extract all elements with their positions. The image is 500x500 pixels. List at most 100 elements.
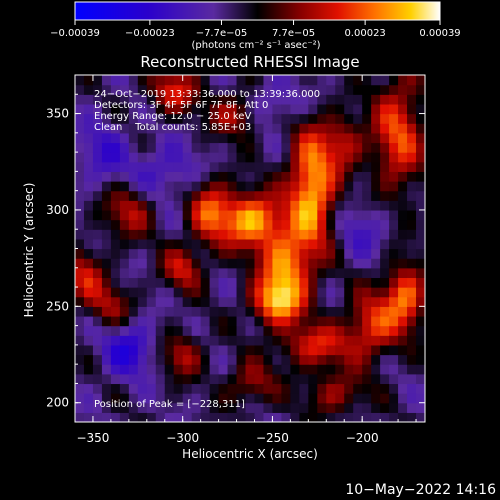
heatmap-cell: [173, 190, 184, 201]
heatmap-cell: [92, 152, 103, 163]
heatmap-cell: [254, 75, 265, 86]
heatmap-cell: [362, 181, 372, 192]
heatmap-cell: [119, 296, 130, 307]
heatmap-cell: [83, 238, 94, 250]
colorbar-tick-label: 0.00023: [344, 28, 385, 39]
heatmap-cell: [200, 412, 211, 422]
heatmap-cell: [92, 335, 103, 346]
heatmap-cell: [218, 181, 229, 192]
heatmap-cell: [326, 103, 336, 115]
heatmap-cell: [416, 344, 425, 356]
heatmap-cell: [389, 103, 399, 115]
heatmap-cell: [254, 152, 265, 163]
energy-range-annotation: Energy Range: 12.0 − 25.0 keV: [94, 111, 251, 122]
heatmap-cell: [146, 373, 157, 385]
heatmap-cell: [137, 248, 148, 259]
heatmap-cell: [75, 296, 85, 307]
heatmap-cell: [263, 248, 274, 259]
heatmap-cell: [290, 181, 300, 192]
heatmap-cell: [182, 219, 193, 230]
heatmap-cell: [182, 373, 193, 385]
heatmap-cell: [263, 152, 274, 163]
heatmap-cell: [191, 412, 202, 422]
heatmap-cell: [92, 354, 103, 365]
heatmap-cell: [398, 132, 408, 144]
heatmap-cell: [254, 306, 265, 317]
heatmap-cell: [380, 84, 390, 95]
heatmap-cell: [128, 315, 139, 327]
heatmap-cell: [407, 412, 417, 422]
heatmap-cell: [155, 373, 166, 385]
heatmap-cell: [83, 132, 94, 144]
heatmap-cell: [416, 75, 425, 86]
heatmap-cell: [119, 219, 130, 230]
heatmap-cell: [254, 277, 265, 288]
heatmap-cell: [236, 335, 247, 346]
heatmap-cell: [344, 267, 354, 279]
heatmap-cell: [101, 383, 112, 394]
heatmap-cell: [146, 171, 157, 182]
heatmap-cell: [326, 364, 336, 375]
heatmap-cell: [75, 209, 85, 221]
x-axis-label: Heliocentric X (arcsec): [182, 447, 318, 461]
heatmap-cell: [308, 335, 318, 346]
heatmap-cell: [389, 383, 399, 394]
heatmap-cell: [191, 354, 202, 365]
heatmap-cell: [344, 132, 354, 144]
heatmap-cell: [83, 402, 94, 413]
heatmap-cell: [317, 94, 327, 105]
heatmap-cell: [119, 75, 130, 86]
heatmap-cell: [227, 142, 238, 153]
heatmap-cell: [380, 171, 390, 182]
heatmap-cell: [416, 238, 425, 250]
heatmap-cell: [416, 315, 425, 327]
heatmap-cell: [218, 287, 229, 298]
heatmap-cell: [128, 344, 139, 356]
heatmap-cell: [416, 161, 425, 172]
heatmap-cell: [398, 209, 408, 221]
heatmap-cell: [317, 315, 327, 327]
heatmap-cell: [236, 209, 247, 221]
heatmap-cell: [263, 219, 274, 230]
heatmap-cell: [398, 200, 408, 211]
heatmap-cell: [137, 373, 148, 385]
heatmap-cell: [281, 277, 291, 288]
heatmap-cell: [290, 200, 300, 211]
heatmap-cell: [389, 84, 399, 95]
heatmap-cell: [371, 287, 381, 298]
heatmap-cell: [92, 412, 103, 422]
heatmap-cell: [299, 296, 309, 307]
heatmap-cell: [281, 238, 291, 250]
heatmap-cell: [191, 306, 202, 317]
heatmap-cell: [254, 142, 265, 153]
heatmap-cell: [137, 296, 148, 307]
heatmap-cell: [191, 248, 202, 259]
heatmap-cell: [227, 248, 238, 259]
heatmap-cell: [281, 94, 291, 105]
heatmap-cell: [272, 325, 283, 336]
heatmap-cell: [236, 238, 247, 250]
heatmap-cell: [326, 325, 336, 336]
heatmap-cell: [101, 287, 112, 298]
heatmap-cell: [389, 315, 399, 327]
heatmap-cell: [164, 412, 175, 422]
heatmap-cell: [236, 306, 247, 317]
heatmap-cell: [281, 267, 291, 279]
heatmap-cell: [344, 325, 354, 336]
heatmap-cell: [407, 267, 417, 279]
heatmap-cell: [119, 306, 130, 317]
heatmap-cell: [75, 200, 85, 211]
heatmap-cell: [317, 364, 327, 375]
heatmap-cell: [371, 393, 381, 404]
heatmap-cell: [398, 229, 408, 240]
colorbar-units: (photons cm⁻² s⁻¹ asec⁻²): [191, 40, 320, 51]
heatmap-cell: [407, 209, 417, 221]
heatmap-cell: [164, 344, 175, 356]
heatmap-cell: [75, 142, 85, 153]
heatmap-cell: [326, 152, 336, 163]
heatmap-cell: [335, 75, 345, 86]
heatmap-cell: [146, 296, 157, 307]
heatmap-cell: [299, 393, 309, 404]
heatmap-cell: [308, 325, 318, 336]
heatmap-cell: [110, 364, 121, 375]
